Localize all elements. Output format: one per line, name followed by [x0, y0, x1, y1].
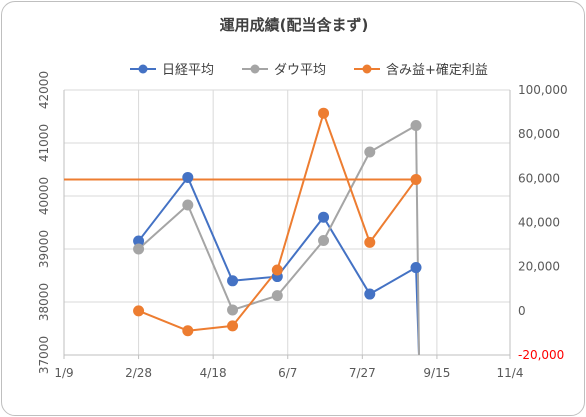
- y-left-tick-label: 37000: [37, 336, 51, 374]
- series-line-1: [137, 124, 421, 356]
- legend-item: 日経平均: [130, 63, 214, 78]
- series-line-0: [137, 176, 421, 356]
- legend-label: ダウ平均: [274, 63, 326, 78]
- axes: 1/9 2/28 4/18 6/7 7/27 9/15 11/4 37000 38000 3900…: [37, 71, 568, 380]
- legend-label: 含み益+確定利益: [386, 62, 488, 78]
- data-point: [364, 236, 376, 248]
- y-left-tick-label: 38000: [37, 283, 51, 321]
- x-tick-label: 9/15: [423, 366, 450, 380]
- legend: 日経平均 ダウ平均 含み益+確定利益: [130, 62, 488, 78]
- data-point: [318, 211, 330, 223]
- data-point: [410, 173, 422, 185]
- data-point: [271, 290, 283, 302]
- x-tick-label: 6/7: [278, 366, 297, 380]
- x-tick-label: 1/9: [54, 366, 73, 380]
- y-right-tick-label: 0: [518, 304, 526, 318]
- data-point: [364, 288, 376, 300]
- data-point: [227, 320, 239, 332]
- chart-title: 運用成績(配当含まず): [220, 16, 369, 34]
- data-point: [133, 243, 145, 255]
- data-point: [318, 107, 330, 119]
- legend-item: 含み益+確定利益: [354, 62, 488, 78]
- y-left-tick-label: 40000: [37, 177, 51, 215]
- x-tick-label: 7/27: [349, 366, 376, 380]
- y-right-tick-label: 80,000: [518, 127, 560, 141]
- y-left-tick-label: 41000: [37, 124, 51, 162]
- data-point: [364, 146, 376, 158]
- legend-swatch-marker: [138, 64, 148, 74]
- y-right-tick-label: 100,000: [518, 83, 568, 97]
- legend-swatch-marker: [250, 64, 260, 74]
- series-markers: [133, 107, 422, 337]
- data-point: [318, 235, 330, 247]
- data-point: [410, 262, 422, 274]
- data-point: [182, 325, 194, 337]
- data-point: [410, 120, 422, 132]
- x-tick-label: 2/28: [125, 366, 152, 380]
- data-point: [227, 304, 239, 316]
- y-left-tick-label: 42000: [37, 71, 51, 109]
- y-right-tick-label: 20,000: [518, 260, 560, 274]
- legend-label: 日経平均: [162, 63, 214, 78]
- legend-swatch-marker: [362, 64, 372, 74]
- data-point: [227, 275, 239, 287]
- y-right-tick-label: 40,000: [518, 216, 560, 230]
- x-tick-label: 11/4: [497, 366, 524, 380]
- y-right-tick-label: 60,000: [518, 171, 560, 185]
- data-point: [271, 264, 283, 276]
- y-left-tick-label: 39000: [37, 230, 51, 268]
- data-point: [182, 171, 194, 183]
- x-tick-label: 4/18: [200, 366, 227, 380]
- data-point: [182, 199, 194, 211]
- data-point: [133, 305, 145, 317]
- y-right-tick-label: -20,000: [518, 348, 564, 362]
- gridlines: [63, 89, 511, 356]
- legend-item: ダウ平均: [242, 63, 326, 78]
